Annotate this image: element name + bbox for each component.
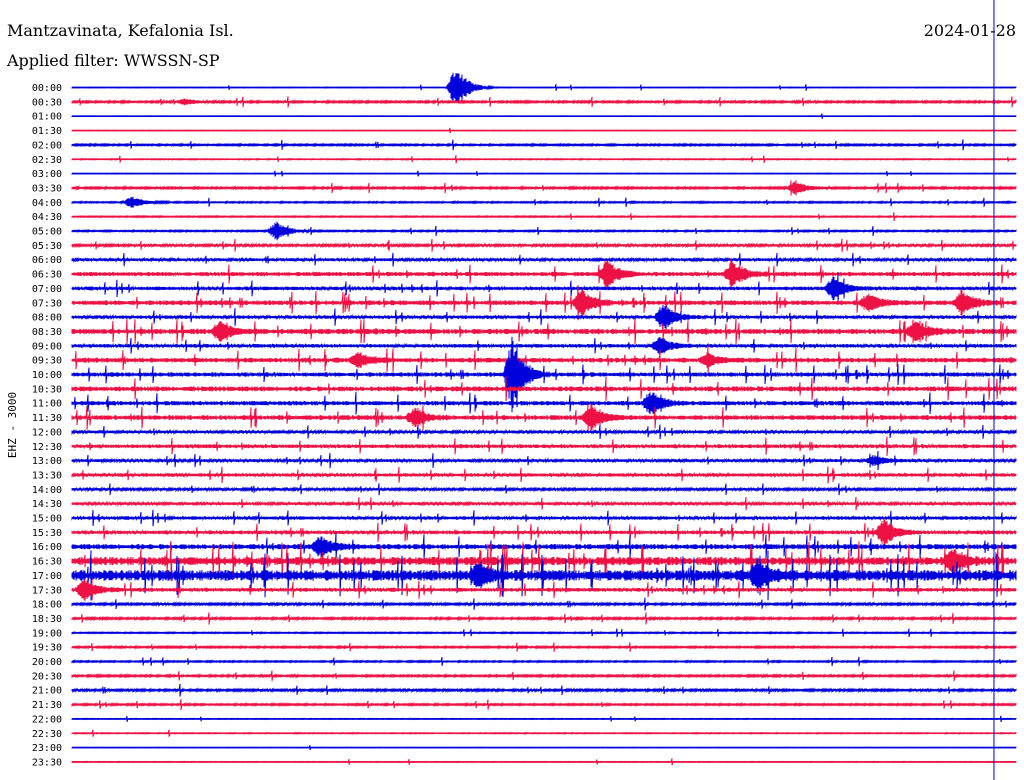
row-time-label: 18:30 (32, 614, 62, 625)
row-time-label: 03:30 (32, 183, 62, 194)
row-time-label: 06:30 (32, 270, 62, 281)
row-time-label: 19:00 (32, 628, 62, 639)
row-time-label: 20:00 (32, 657, 62, 668)
row-time-label: 17:30 (32, 585, 62, 596)
row-time-label: 04:00 (32, 198, 62, 209)
row-time-label: 10:00 (32, 370, 62, 381)
row-time-label: 16:30 (32, 557, 62, 568)
row-time-label: 19:30 (32, 643, 62, 654)
row-time-label: 12:00 (32, 427, 62, 438)
row-time-label: 11:30 (32, 413, 62, 424)
row-time-label: 14:30 (32, 499, 62, 510)
row-time-label: 13:00 (32, 456, 62, 467)
row-time-label: 08:00 (32, 313, 62, 324)
row-time-label: 02:00 (32, 140, 62, 151)
row-time-label: 16:00 (32, 542, 62, 553)
row-time-label: 05:00 (32, 227, 62, 238)
row-time-label: 22:30 (32, 729, 62, 740)
row-time-label: 02:30 (32, 155, 62, 166)
row-time-label: 17:00 (32, 571, 62, 582)
row-time-label: 07:00 (32, 284, 62, 295)
row-time-label: 01:00 (32, 112, 62, 123)
row-time-label: 00:30 (32, 97, 62, 108)
row-time-label: 23:00 (32, 743, 62, 754)
row-time-label: 23:30 (32, 757, 62, 768)
row-time-label: 20:30 (32, 671, 62, 682)
row-time-label: 01:30 (32, 126, 62, 137)
filter-label: Applied filter: WWSSN-SP (7, 51, 220, 70)
row-time-label: 07:30 (32, 298, 62, 309)
row-time-label: 09:30 (32, 356, 62, 367)
channel-label: EHZ - 3000 (6, 392, 19, 458)
row-time-label: 22:00 (32, 714, 62, 725)
date-label: 2024-01-28 (923, 21, 1016, 40)
row-time-label: 00:00 (32, 83, 62, 94)
row-time-label: 15:30 (32, 528, 62, 539)
row-time-label: 11:00 (32, 399, 62, 410)
row-time-label: 21:00 (32, 686, 62, 697)
station-title: Mantzavinata, Kefalonia Isl. (7, 21, 234, 40)
row-time-labels: 00:00 00:30 01:00 01:30 02:00 02:30 03:00 03:30… (32, 83, 62, 768)
row-time-label: 08:30 (32, 327, 62, 338)
row-time-label: 14:00 (32, 485, 62, 496)
row-time-label: 06:00 (32, 255, 62, 266)
row-time-label: 05:30 (32, 241, 62, 252)
row-time-label: 21:30 (32, 700, 62, 711)
row-time-label: 15:00 (32, 514, 62, 525)
row-time-label: 12:30 (32, 442, 62, 453)
row-time-label: 03:00 (32, 169, 62, 180)
trace-rows (71, 72, 1017, 766)
row-time-label: 04:30 (32, 212, 62, 223)
row-time-label: 13:30 (32, 470, 62, 481)
row-time-label: 10:30 (32, 384, 62, 395)
row-time-label: 09:00 (32, 341, 62, 352)
row-time-label: 18:00 (32, 600, 62, 611)
